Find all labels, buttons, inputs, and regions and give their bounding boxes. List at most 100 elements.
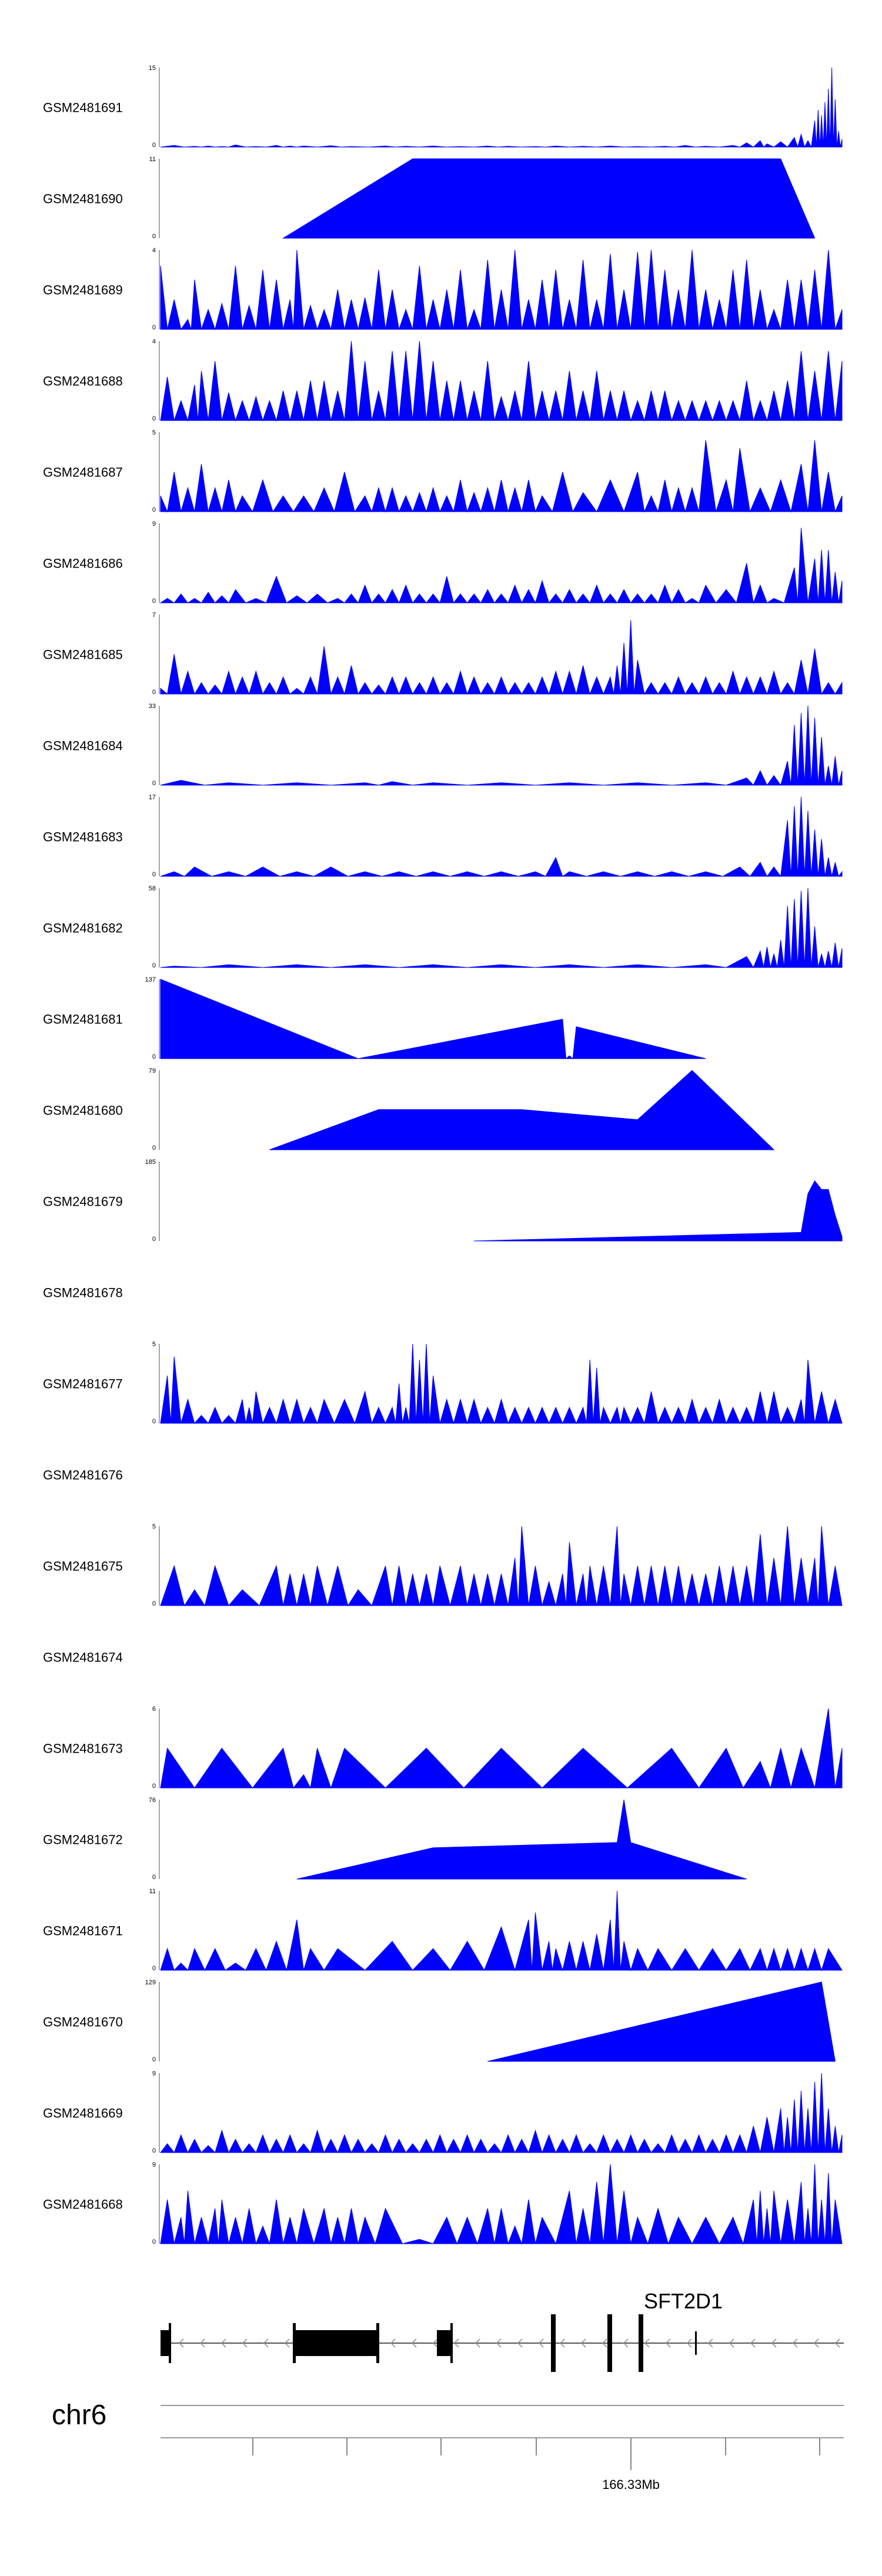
track-y-tick-label: 0	[152, 324, 156, 331]
track-GSM2481676: GSM2481676	[43, 1468, 123, 1483]
axis-ticks	[252, 2438, 820, 2470]
track-y-tick-label: 0	[152, 1600, 156, 1607]
track-GSM2481685: GSM2481685 7 0	[43, 612, 843, 696]
track-label: GSM2481675	[43, 1559, 123, 1574]
strand-arrow	[813, 2338, 819, 2348]
signal-area	[160, 249, 843, 331]
strand-arrow	[602, 2338, 607, 2348]
track-label: GSM2481676	[43, 1468, 123, 1483]
strand-arrow	[792, 2338, 798, 2348]
track-label: GSM2481674	[43, 1650, 123, 1665]
signal-area	[160, 440, 843, 513]
strand-arrow	[220, 2338, 226, 2348]
track-GSM2481683: GSM2481683 17 0	[43, 794, 843, 878]
track-y-tick-label: 185	[145, 1159, 156, 1166]
gene-exon	[639, 2314, 643, 2372]
gene-exon	[607, 2314, 612, 2372]
track-label: GSM2481687	[43, 465, 123, 480]
track-label: GSM2481688	[43, 374, 123, 389]
track-y-tick-label: 0	[152, 2238, 156, 2245]
gene-exon	[169, 2323, 171, 2363]
signal-area	[269, 1070, 775, 1150]
strand-arrow	[538, 2338, 544, 2348]
track-y-tick-label: 0	[152, 962, 156, 969]
track-label: GSM2481679	[43, 1194, 123, 1209]
track-GSM2481669: GSM2481669 9 0	[43, 2070, 843, 2154]
signal-area	[160, 1890, 843, 1971]
gene-exon	[293, 2323, 296, 2363]
track-y-tick-label: 76	[149, 1797, 156, 1804]
gene-label: SFT2D1	[644, 2289, 723, 2313]
strand-arrow	[771, 2338, 777, 2348]
track-y-tick-label: 0	[152, 415, 156, 422]
track-y-tick-label: 137	[145, 976, 156, 983]
track-y-tick-label: 79	[149, 1067, 156, 1075]
gene-exon	[551, 2314, 556, 2372]
gene-exon	[450, 2323, 453, 2363]
signal-area	[160, 705, 843, 786]
track-GSM2481675: GSM2481675 5 0	[43, 1523, 843, 1607]
signal-area	[160, 2164, 843, 2245]
strand-arrow	[707, 2338, 713, 2348]
track-GSM2481686: GSM2481686 9 0	[43, 520, 843, 605]
track-y-tick-label: 0	[152, 2056, 156, 2063]
track-y-tick-label: 0	[152, 689, 156, 696]
track-label: GSM2481672	[43, 1833, 123, 1847]
track-y-tick-label: 0	[152, 506, 156, 513]
track-y-tick-label: 15	[149, 65, 156, 72]
track-GSM2481681: GSM2481681 137 0	[43, 976, 706, 1060]
track-GSM2481671: GSM2481671 11 0	[43, 1888, 843, 1972]
track-y-tick-label: 9	[152, 520, 156, 528]
track-GSM2481688: GSM2481688 4 0	[43, 338, 843, 422]
track-y-tick-label: 6	[152, 1706, 156, 1713]
track-y-tick-label: 0	[152, 1783, 156, 1790]
track-y-tick-label: 0	[152, 871, 156, 878]
signal-area	[282, 158, 816, 239]
strand-arrow	[729, 2338, 734, 2348]
gene-exon	[695, 2331, 697, 2355]
strand-arrow	[178, 2338, 184, 2348]
gene-exon	[296, 2330, 378, 2356]
strand-arrow	[559, 2338, 565, 2348]
axis-tick-label: 166.33Mb	[602, 2477, 660, 2492]
track-y-tick-label: 0	[152, 2147, 156, 2154]
track-label: GSM2481691	[43, 101, 123, 115]
track-GSM2481684: GSM2481684 33 0	[43, 703, 843, 787]
signal-area	[296, 1799, 747, 1880]
signal-tracks: GSM2481691150GSM2481690110GSM248168940GS…	[43, 65, 843, 2245]
track-label: GSM2481683	[43, 830, 123, 845]
track-y-tick-label: 4	[152, 338, 156, 345]
strand-arrow	[432, 2338, 438, 2348]
track-y-tick-label: 0	[152, 142, 156, 149]
genome-axis: chr6 166.33Mb	[52, 2400, 844, 2492]
track-y-tick-label: 9	[152, 2161, 156, 2168]
signal-area	[160, 67, 843, 148]
track-label: GSM2481670	[43, 2015, 123, 2030]
strand-arrow	[199, 2338, 205, 2348]
strand-arrow	[580, 2338, 586, 2348]
strand-arrow	[834, 2338, 840, 2348]
signal-area	[160, 1343, 843, 1424]
track-label: GSM2481684	[43, 739, 123, 753]
track-y-tick-label: 5	[152, 1523, 156, 1530]
gene-exon	[437, 2330, 452, 2356]
track-y-tick-label: 0	[152, 233, 156, 240]
track-GSM2481691: GSM2481691 15 0	[43, 65, 843, 149]
track-label: GSM2481673	[43, 1741, 123, 1756]
track-GSM2481690: GSM2481690 11 0	[43, 156, 816, 240]
strand-arrow	[411, 2338, 417, 2348]
track-GSM2481682: GSM2481682 58 0	[43, 885, 843, 969]
signal-area	[160, 341, 843, 422]
track-y-tick-label: 5	[152, 1341, 156, 1348]
track-y-tick-label: 0	[152, 1874, 156, 1881]
signal-area	[160, 796, 843, 877]
track-y-tick-label: 0	[152, 1144, 156, 1152]
track-y-tick-label: 0	[152, 1418, 156, 1425]
track-GSM2481680: GSM2481680 79 0	[43, 1067, 775, 1152]
gene-model: SFT2D1	[161, 2289, 844, 2372]
track-GSM2481689: GSM2481689 4 0	[43, 247, 843, 331]
chromosome-label: chr6	[52, 2400, 106, 2431]
track-label: GSM2481677	[43, 1377, 123, 1392]
signal-area	[474, 1180, 843, 1242]
track-GSM2481677: GSM2481677 5 0	[43, 1341, 843, 1425]
